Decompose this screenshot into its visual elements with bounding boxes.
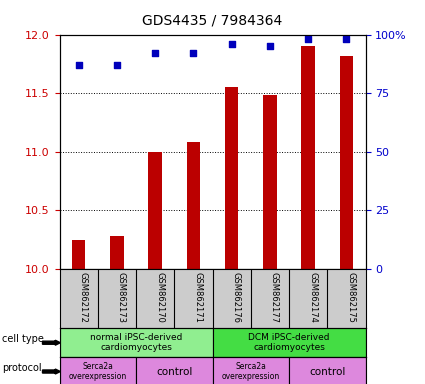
Bar bbox=[212, 357, 289, 384]
Bar bbox=[60, 328, 212, 357]
Bar bbox=[136, 357, 212, 384]
Bar bbox=[301, 46, 315, 269]
Text: GSM862177: GSM862177 bbox=[270, 272, 279, 323]
Bar bbox=[187, 142, 200, 269]
Text: GSM862176: GSM862176 bbox=[232, 272, 241, 323]
Text: GSM862170: GSM862170 bbox=[155, 272, 164, 323]
Point bbox=[305, 36, 312, 42]
Point bbox=[113, 62, 120, 68]
Bar bbox=[340, 56, 353, 269]
Text: GSM862172: GSM862172 bbox=[79, 272, 88, 323]
Text: DCM iPSC-derived
cardiomyocytes: DCM iPSC-derived cardiomyocytes bbox=[248, 333, 330, 353]
Text: GSM862174: GSM862174 bbox=[308, 272, 317, 323]
Text: normal iPSC-derived
cardiomyocytes: normal iPSC-derived cardiomyocytes bbox=[90, 333, 182, 353]
Bar bbox=[263, 96, 277, 269]
Point bbox=[266, 43, 273, 49]
Text: protocol: protocol bbox=[2, 362, 42, 373]
Bar bbox=[60, 357, 136, 384]
Point bbox=[190, 50, 197, 56]
Bar bbox=[289, 357, 366, 384]
Point bbox=[75, 62, 82, 68]
Text: Serca2a
overexpression: Serca2a overexpression bbox=[68, 362, 127, 381]
Text: cell type: cell type bbox=[2, 334, 44, 344]
Point bbox=[228, 41, 235, 47]
Bar bbox=[110, 236, 124, 269]
Text: control: control bbox=[309, 366, 346, 377]
Text: control: control bbox=[156, 366, 193, 377]
Text: GSM862171: GSM862171 bbox=[193, 272, 202, 323]
Point bbox=[152, 50, 159, 56]
Text: GSM862173: GSM862173 bbox=[117, 272, 126, 323]
Text: GSM862175: GSM862175 bbox=[346, 272, 355, 323]
Text: Serca2a
overexpression: Serca2a overexpression bbox=[221, 362, 280, 381]
Bar bbox=[148, 152, 162, 269]
Text: GDS4435 / 7984364: GDS4435 / 7984364 bbox=[142, 13, 283, 27]
Bar bbox=[72, 240, 85, 269]
Point bbox=[343, 36, 350, 42]
Bar bbox=[225, 87, 238, 269]
Bar bbox=[212, 328, 366, 357]
